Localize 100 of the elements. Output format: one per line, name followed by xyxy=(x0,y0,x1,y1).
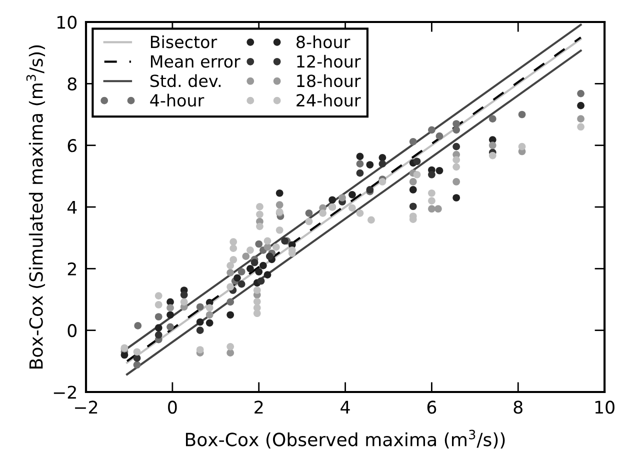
point xyxy=(246,246,254,254)
point xyxy=(577,123,584,131)
point xyxy=(452,156,460,164)
point xyxy=(196,346,204,354)
legend-label: 4-hour xyxy=(150,94,204,107)
point xyxy=(246,264,254,272)
point xyxy=(196,326,204,334)
point xyxy=(257,277,265,285)
point xyxy=(356,169,364,177)
point xyxy=(238,268,246,276)
point xyxy=(134,322,142,330)
point xyxy=(366,161,374,168)
point xyxy=(226,298,234,306)
y-tick-label: 6 xyxy=(68,139,77,152)
point xyxy=(276,189,284,197)
point xyxy=(264,271,272,278)
y-tick-label: 2 xyxy=(68,262,76,276)
legend-label: Bisector xyxy=(150,35,218,48)
point xyxy=(206,304,214,312)
point xyxy=(319,209,326,217)
x-axis-title: Box-Cox (Observed maxima (m$^{3}$/s)) xyxy=(186,430,505,448)
point xyxy=(338,194,346,202)
point xyxy=(305,218,313,226)
point xyxy=(226,349,234,357)
point xyxy=(276,201,284,209)
point xyxy=(378,160,386,168)
point xyxy=(428,126,436,134)
point xyxy=(154,331,162,339)
point xyxy=(133,348,141,356)
point xyxy=(452,194,460,202)
legend-label: 12-hour xyxy=(297,54,361,68)
point xyxy=(488,152,496,160)
y-tick-label: 8 xyxy=(68,77,76,91)
point xyxy=(577,102,584,110)
point xyxy=(250,258,258,266)
point xyxy=(266,252,274,260)
legend-label: 8-hour xyxy=(296,35,350,48)
point xyxy=(226,262,234,270)
point xyxy=(230,238,238,246)
x-tick-label: 10 xyxy=(595,400,614,414)
point xyxy=(281,237,288,245)
point xyxy=(234,274,241,282)
legend-label: Std. dev. xyxy=(150,74,221,88)
point xyxy=(133,361,141,369)
x-tick-label: 6 xyxy=(427,400,436,414)
point xyxy=(378,178,386,186)
point xyxy=(452,142,460,150)
point xyxy=(256,203,264,210)
y-axis-title: Box-Cox (Simulated maxima (m$^{3}$/s)) xyxy=(26,45,46,368)
y-tick-label: 4 xyxy=(67,200,77,214)
point xyxy=(226,311,234,319)
point xyxy=(428,189,436,197)
point xyxy=(264,237,272,245)
point xyxy=(328,196,336,204)
point xyxy=(436,166,444,174)
point xyxy=(409,202,417,210)
point xyxy=(272,243,280,251)
point xyxy=(253,286,261,294)
point xyxy=(348,204,356,212)
point xyxy=(518,142,526,150)
legend-label: 24-hour xyxy=(296,94,361,107)
point xyxy=(166,311,174,319)
point xyxy=(276,226,284,234)
point xyxy=(260,262,267,270)
point xyxy=(452,126,460,134)
point xyxy=(413,170,421,178)
point xyxy=(230,244,238,252)
point xyxy=(428,170,436,178)
point xyxy=(452,178,460,186)
point xyxy=(120,351,128,359)
point xyxy=(166,323,174,331)
point xyxy=(428,197,436,205)
point xyxy=(409,178,417,186)
x-tick-label: 4 xyxy=(340,400,350,414)
point xyxy=(230,256,238,264)
point xyxy=(154,324,162,332)
point xyxy=(488,142,496,150)
y-tick-label: 10 xyxy=(57,16,77,29)
point xyxy=(166,304,174,312)
point xyxy=(196,318,204,326)
point xyxy=(154,301,162,308)
point xyxy=(356,152,364,160)
point xyxy=(348,190,356,198)
y-tick-label: 0 xyxy=(68,324,77,338)
point xyxy=(226,283,234,291)
legend-label: 18-hour xyxy=(297,74,361,88)
point xyxy=(255,240,263,248)
point xyxy=(409,186,417,194)
point xyxy=(428,205,436,213)
point xyxy=(206,319,214,327)
point xyxy=(253,298,261,306)
point xyxy=(180,291,188,299)
point xyxy=(255,268,263,276)
point xyxy=(196,303,204,311)
point xyxy=(154,292,162,300)
point xyxy=(436,132,444,140)
point xyxy=(434,205,442,213)
x-tick-label: 2 xyxy=(254,400,263,414)
y-tick-label: −2 xyxy=(54,386,76,399)
x-tick-label: 8 xyxy=(514,400,522,414)
